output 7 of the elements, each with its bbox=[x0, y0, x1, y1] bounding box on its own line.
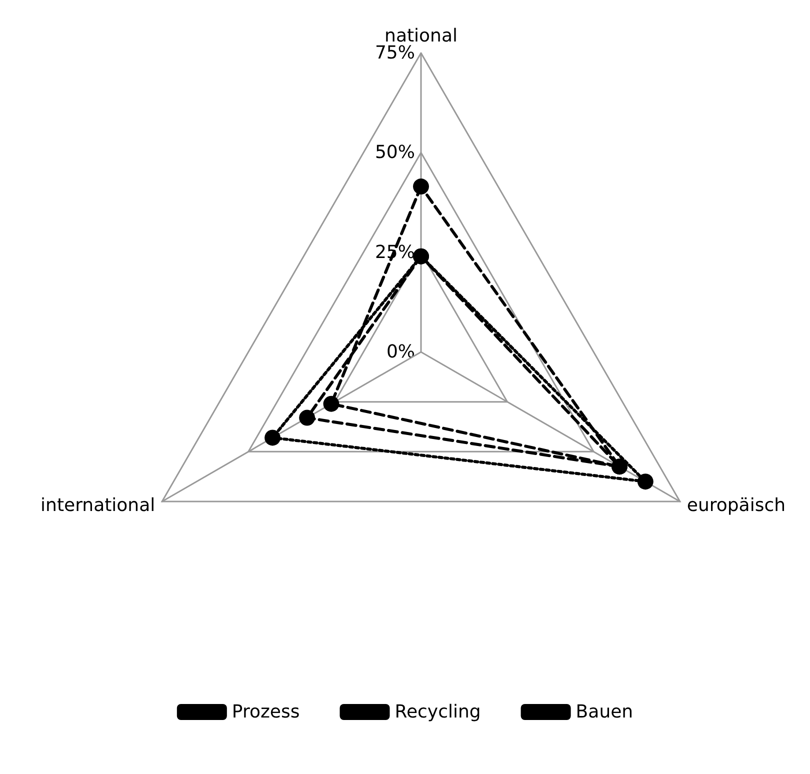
y-tick-label: 0% bbox=[386, 342, 415, 362]
legend-label: Recycling bbox=[394, 702, 481, 722]
spoke-label: europäisch bbox=[686, 495, 786, 516]
y-tick-label: 50% bbox=[374, 142, 415, 164]
spoke-label: international bbox=[40, 495, 156, 516]
legend-label: Prozess bbox=[232, 702, 300, 722]
legend-label: Bauen bbox=[576, 702, 634, 722]
